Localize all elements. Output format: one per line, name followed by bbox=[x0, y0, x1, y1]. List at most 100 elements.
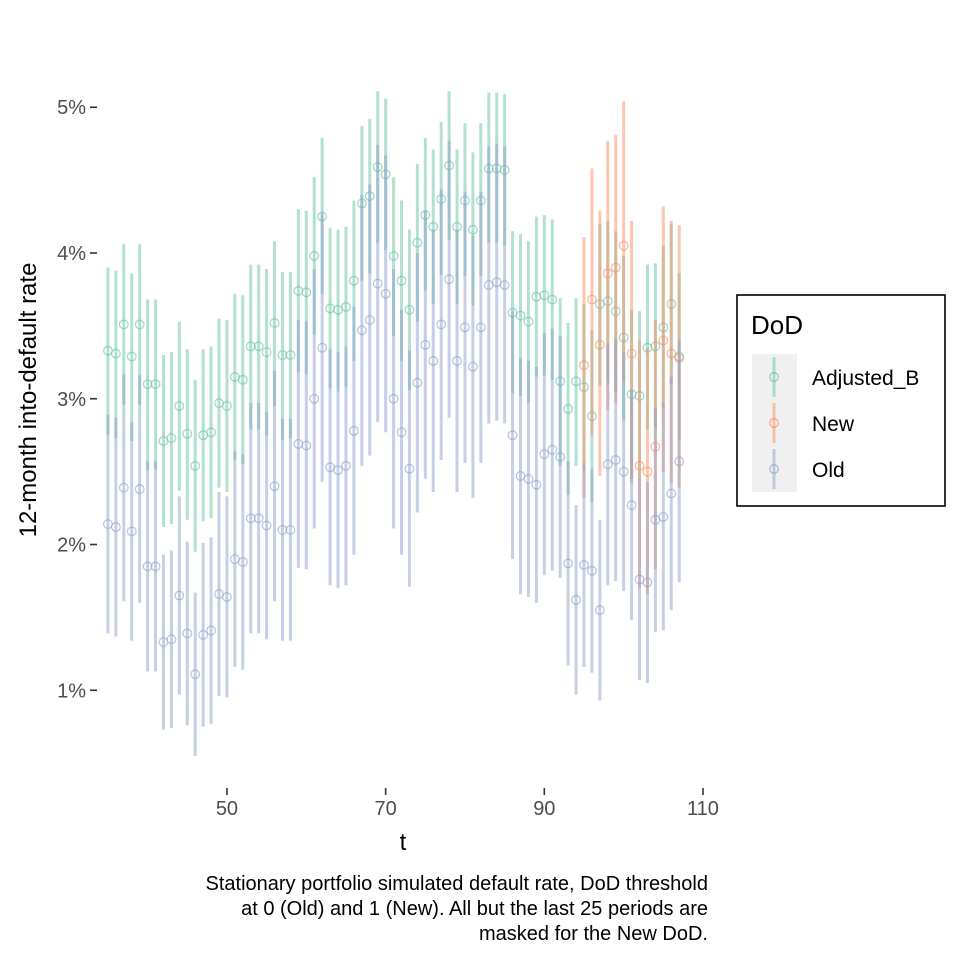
data-point bbox=[142, 379, 153, 390]
data-point bbox=[333, 465, 343, 476]
data-point bbox=[245, 513, 256, 524]
data-point bbox=[515, 310, 526, 321]
data-point bbox=[221, 401, 232, 411]
data-point bbox=[594, 339, 605, 350]
y-tick-label: 5% bbox=[57, 97, 86, 119]
y-axis-title: 12-month into-default rate bbox=[15, 263, 42, 538]
data-point bbox=[499, 280, 510, 291]
x-tick-label: 70 bbox=[375, 798, 397, 820]
data-point bbox=[253, 513, 264, 524]
data-point bbox=[341, 460, 351, 471]
data-point bbox=[642, 466, 653, 477]
data-point bbox=[586, 294, 597, 305]
data-point bbox=[364, 315, 375, 325]
data-point bbox=[634, 460, 645, 471]
data-point bbox=[626, 348, 637, 359]
data-point bbox=[618, 466, 629, 477]
data-point bbox=[126, 351, 137, 362]
data-point bbox=[396, 427, 407, 438]
data-point bbox=[602, 268, 613, 279]
data-point bbox=[309, 250, 320, 261]
legend-label: Old bbox=[812, 459, 845, 482]
data-point bbox=[245, 341, 256, 352]
data-point bbox=[539, 449, 550, 460]
data-point bbox=[388, 250, 399, 261]
x-tick-label: 110 bbox=[687, 798, 719, 820]
data-point bbox=[388, 393, 399, 404]
x-tick-label: 90 bbox=[533, 798, 555, 820]
legend-title: DoD bbox=[751, 310, 803, 340]
data-point bbox=[110, 348, 121, 359]
data-point bbox=[166, 433, 177, 444]
data-point bbox=[396, 275, 407, 286]
data-point bbox=[475, 322, 486, 333]
data-point bbox=[523, 316, 534, 327]
caption: Stationary portfolio simulated default r… bbox=[206, 873, 709, 945]
data-point bbox=[563, 404, 574, 414]
data-point bbox=[420, 339, 431, 350]
data-point bbox=[571, 594, 582, 605]
data-point bbox=[348, 275, 359, 286]
data-point bbox=[563, 558, 574, 569]
data-point bbox=[237, 557, 248, 567]
data-point bbox=[126, 526, 137, 537]
data-point bbox=[658, 335, 669, 346]
data-point bbox=[602, 459, 613, 470]
data-point bbox=[110, 522, 121, 532]
data-point bbox=[642, 577, 653, 588]
data-point bbox=[404, 304, 415, 315]
data-point bbox=[444, 274, 455, 285]
data-point bbox=[356, 325, 367, 336]
caption-line-2: at 0 (Old) and 1 (New). All but the last… bbox=[241, 898, 708, 920]
data-point bbox=[341, 301, 351, 312]
data-point bbox=[618, 240, 629, 251]
legend-key-point bbox=[769, 418, 779, 428]
data-point bbox=[507, 430, 518, 441]
caption-line-1: Stationary portfolio simulated default r… bbox=[206, 873, 709, 895]
data-point bbox=[277, 350, 288, 360]
data-point bbox=[428, 355, 439, 366]
data-point bbox=[190, 460, 201, 471]
data-point bbox=[539, 290, 550, 301]
caption-line-3: masked for the New DoD. bbox=[479, 923, 708, 945]
data-point bbox=[317, 342, 328, 353]
data-point bbox=[182, 428, 193, 439]
data-point bbox=[460, 322, 470, 333]
data-point bbox=[579, 360, 589, 371]
data-point bbox=[301, 287, 312, 298]
data-point bbox=[467, 361, 478, 372]
data-point bbox=[150, 379, 161, 390]
data-point bbox=[134, 484, 145, 495]
data-point bbox=[412, 237, 423, 248]
series-old bbox=[102, 140, 685, 756]
data-point bbox=[531, 479, 542, 490]
data-point bbox=[174, 590, 185, 601]
data-point bbox=[150, 561, 161, 572]
data-point bbox=[277, 524, 288, 535]
data-point bbox=[237, 374, 248, 385]
legend-key-point bbox=[769, 464, 779, 474]
chart-marks bbox=[102, 91, 685, 756]
y-tick-label: 1% bbox=[57, 680, 86, 702]
data-point bbox=[348, 425, 359, 436]
data-point bbox=[182, 628, 193, 639]
data-point bbox=[666, 488, 677, 499]
y-tick-label: 4% bbox=[57, 243, 86, 265]
data-point bbox=[467, 224, 478, 235]
data-point bbox=[586, 565, 597, 576]
data-point bbox=[118, 319, 129, 330]
y-tick-label: 2% bbox=[57, 535, 86, 557]
legend-label: New bbox=[812, 413, 855, 436]
legend-key-point bbox=[769, 372, 779, 382]
data-point bbox=[380, 288, 391, 299]
data-point bbox=[190, 669, 201, 680]
data-point bbox=[674, 456, 685, 467]
data-point bbox=[174, 401, 185, 411]
data-point bbox=[547, 294, 558, 305]
data-point bbox=[285, 524, 296, 535]
data-point bbox=[412, 377, 423, 388]
data-point bbox=[221, 592, 232, 602]
data-point bbox=[118, 482, 129, 493]
data-point bbox=[372, 278, 383, 289]
